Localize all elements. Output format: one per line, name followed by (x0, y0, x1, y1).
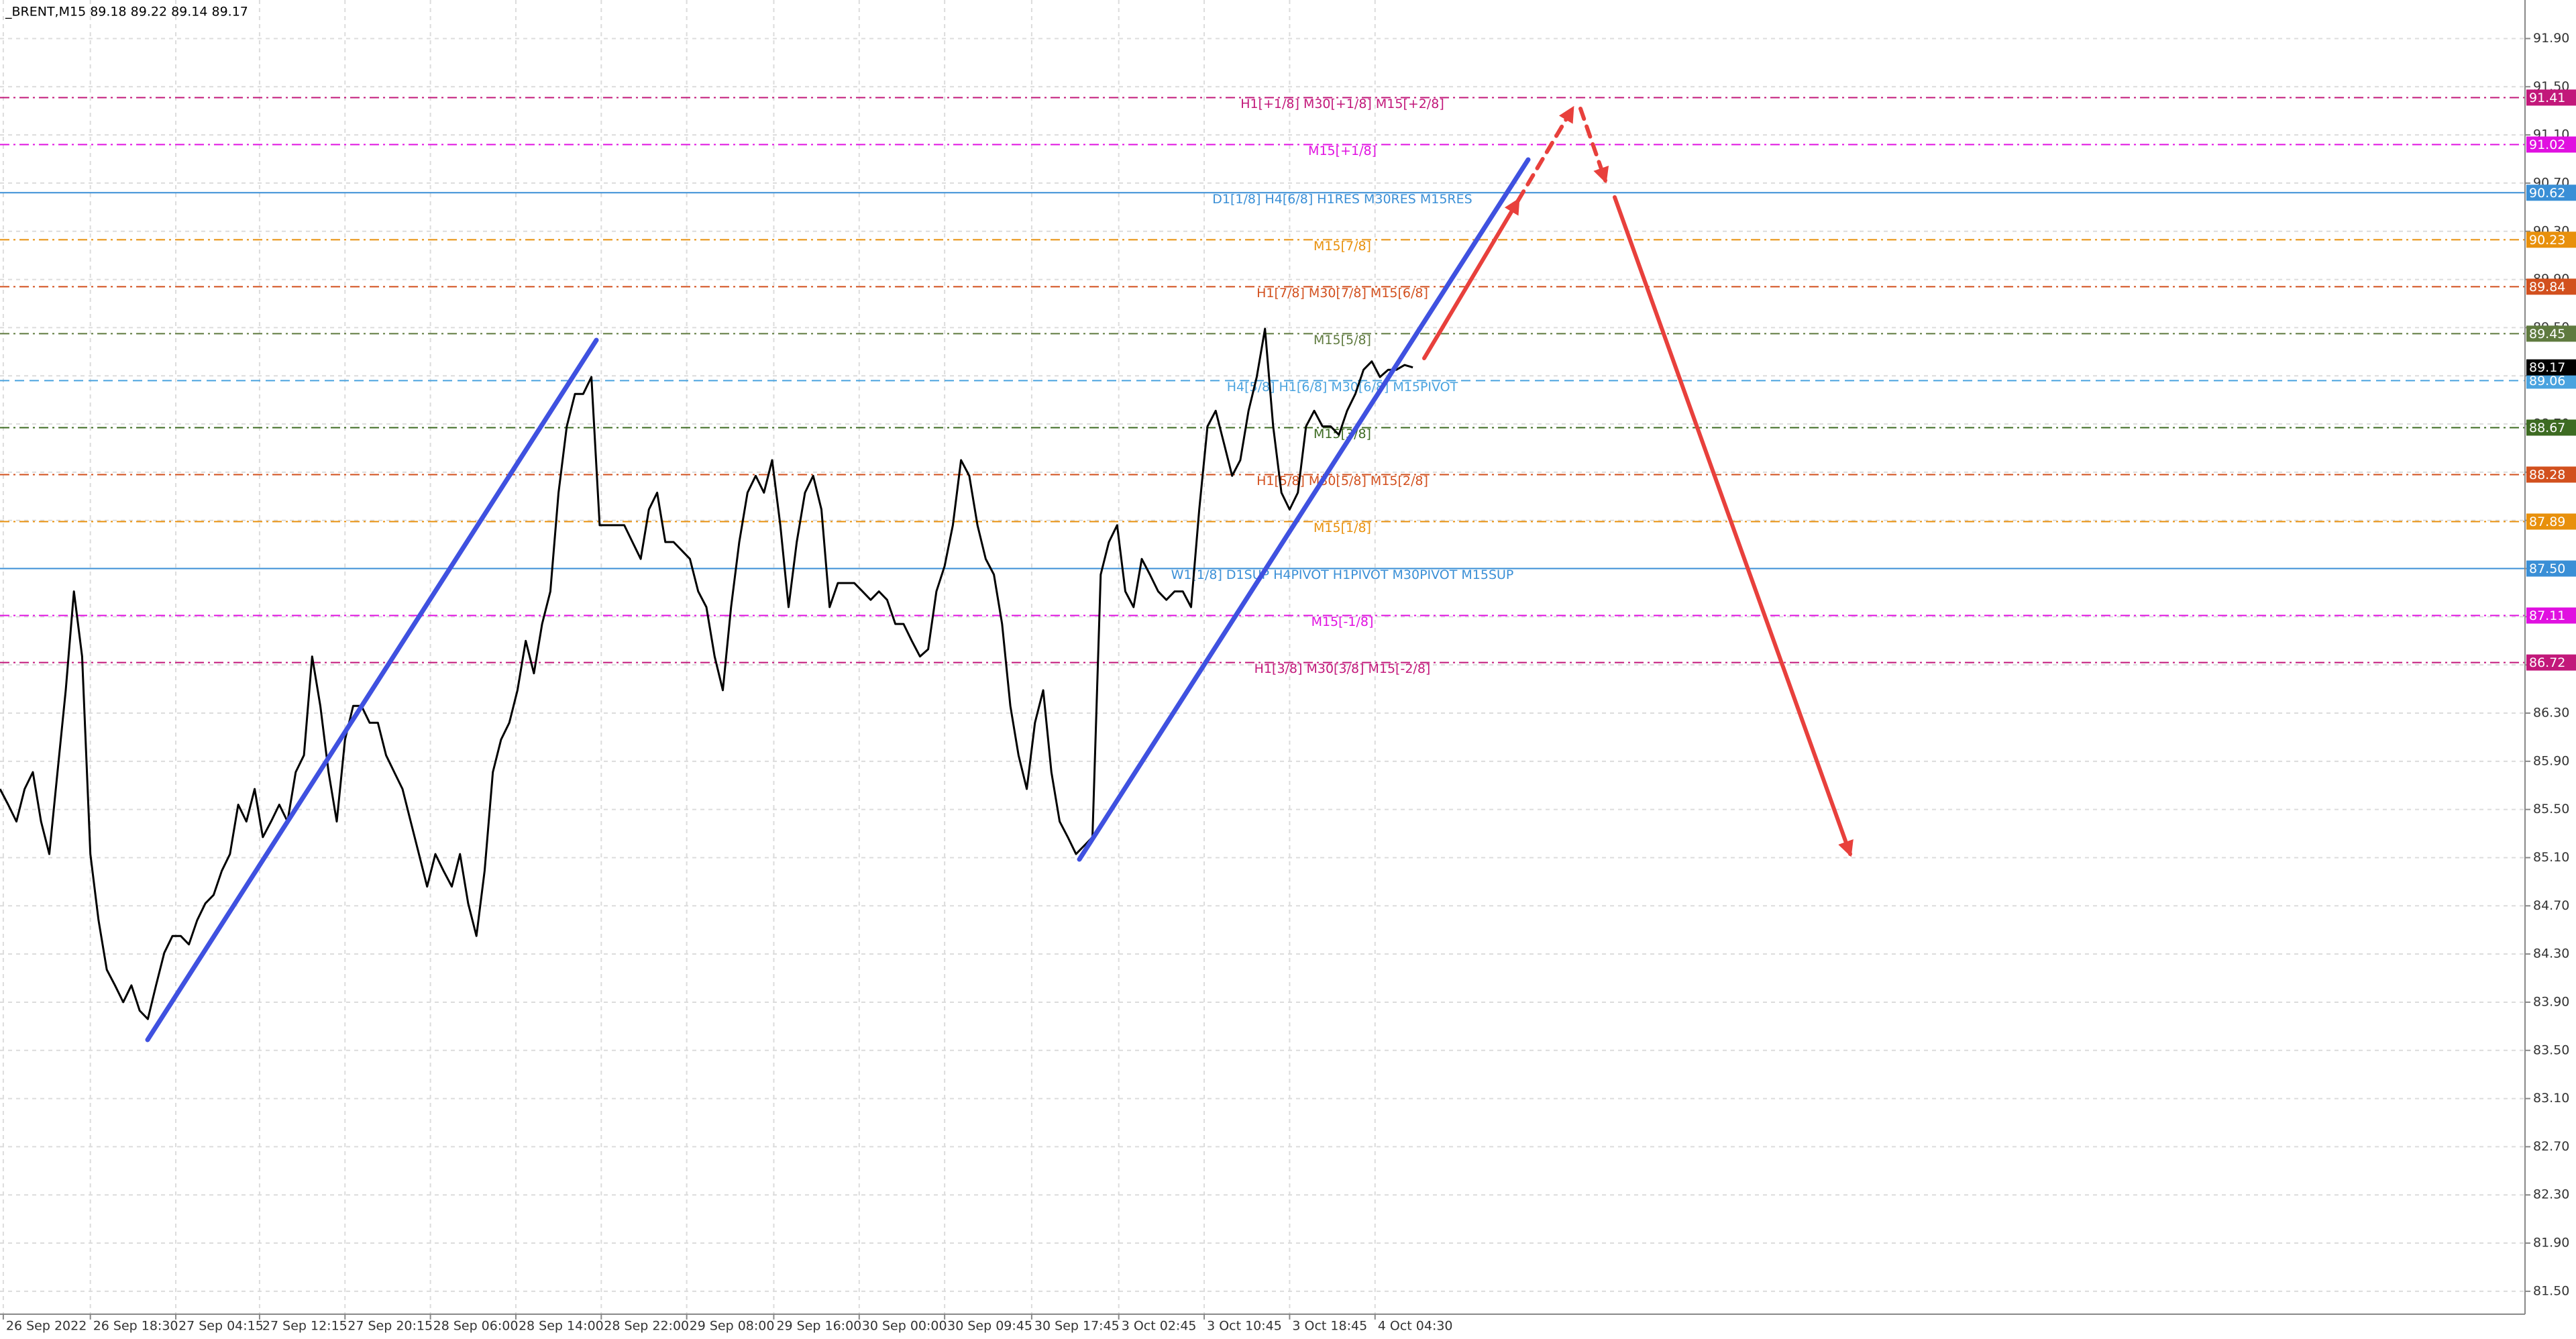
x-tick-label: 30 Sep 09:45 (947, 1319, 1032, 1334)
x-tick-label: 27 Sep 12:15 (262, 1319, 347, 1334)
price-box-label: 89.84 (2529, 280, 2565, 294)
annotations (145, 105, 1854, 1042)
y-tick-label: 85.10 (2533, 850, 2569, 865)
x-tick-label: 4 Oct 04:30 (1378, 1319, 1453, 1334)
price-box-label: 88.28 (2529, 468, 2565, 482)
level-label: H1[+1/8] M30[+1/8] M15[+2/8] (1240, 97, 1444, 111)
trend-line (1077, 157, 1531, 862)
price-box-label: 91.02 (2529, 138, 2565, 152)
price-box-label: 86.72 (2529, 655, 2565, 670)
x-tick-label: 28 Sep 14:00 (519, 1319, 604, 1334)
price-box (2526, 513, 2576, 530)
y-tick-label: 85.90 (2533, 753, 2569, 768)
level-label: M15[7/8] (1313, 239, 1371, 254)
y-tick-label: 84.30 (2533, 947, 2569, 961)
level-label: H1[3/8] M30[3/8] M15[-2/8] (1254, 661, 1431, 676)
price-box (2526, 278, 2576, 295)
price-box (2526, 136, 2576, 153)
y-tick-label: 82.30 (2533, 1187, 2569, 1202)
x-tick-label: 28 Sep 22:00 (604, 1319, 689, 1334)
y-tick-label: 84.70 (2533, 898, 2569, 913)
y-tick-label: 83.10 (2533, 1091, 2569, 1106)
forecast-arrow (1516, 105, 1574, 203)
price-box-label: 90.62 (2529, 186, 2565, 201)
price-box-label: 87.89 (2529, 515, 2565, 529)
price-box-label: 88.67 (2529, 421, 2565, 435)
level-label: M15[+1/8] (1308, 144, 1377, 158)
x-tick-label: 26 Sep 18:30 (93, 1319, 178, 1334)
forecast-arrow (1422, 197, 1520, 360)
level-label: H4[5/8] H1[6/8] M30[6/8] M15PIVOT (1227, 380, 1458, 394)
level-label: W1[1/8] D1SUP H4PIVOT H1PIVOT M30PIVOT M… (1171, 568, 1514, 582)
forecast-arrow (1613, 195, 1854, 857)
x-tick-label: 28 Sep 06:00 (433, 1319, 519, 1334)
level-label: H1[7/8] M30[7/8] M15[6/8] (1256, 286, 1428, 301)
level-label: M15[-1/8] (1311, 614, 1374, 629)
forecast-arrow (1578, 107, 1609, 184)
price-box-label: 87.50 (2529, 561, 2565, 576)
price-box-label: 89.06 (2529, 374, 2565, 388)
last-price-label: 89.17 (2529, 360, 2565, 375)
level-label: D1[1/8] H4[6/8] H1RES M30RES M15RES (1212, 192, 1472, 207)
y-tick-label: 83.90 (2533, 994, 2569, 1009)
x-tick-label: 3 Oct 10:45 (1207, 1319, 1282, 1334)
x-tick-label: 30 Sep 00:00 (862, 1319, 947, 1334)
y-tick-label: 81.90 (2533, 1236, 2569, 1250)
price-box-label: 89.45 (2529, 327, 2565, 341)
x-tick-label: 30 Sep 17:45 (1034, 1319, 1120, 1334)
y-tick-label: 83.50 (2533, 1042, 2569, 1057)
price-box-label: 91.41 (2529, 91, 2565, 105)
price-box (2526, 654, 2576, 671)
x-tick-label: 29 Sep 16:00 (776, 1319, 861, 1334)
x-tick-label: 3 Oct 02:45 (1122, 1319, 1197, 1334)
price-box (2526, 466, 2576, 483)
level-label: M15[3/8] (1313, 427, 1371, 441)
level-label: M15[1/8] (1313, 521, 1371, 535)
x-tick-label: 3 Oct 18:45 (1292, 1319, 1367, 1334)
y-tick-label: 91.90 (2533, 31, 2569, 46)
y-tick-label: 85.50 (2533, 802, 2569, 816)
price-box (2526, 607, 2576, 624)
price-box (2526, 419, 2576, 436)
level-label: M15[5/8] (1313, 333, 1371, 347)
y-tick-label: 86.30 (2533, 705, 2569, 720)
x-tick-label: 26 Sep 2022 (6, 1319, 87, 1334)
price-line (0, 327, 1413, 1020)
x-tick-label: 29 Sep 08:00 (690, 1319, 775, 1334)
chart-title: _BRENT,M15 89.18 89.22 89.14 89.17 (5, 5, 248, 19)
price-box (2526, 560, 2576, 577)
x-tick-label: 27 Sep 04:15 (178, 1319, 264, 1334)
price-box (2526, 89, 2576, 106)
price-box-label: 87.11 (2529, 608, 2565, 623)
price-box (2526, 184, 2576, 201)
y-tick-label: 81.50 (2533, 1283, 2569, 1298)
last-price-box (2526, 359, 2576, 376)
level-label: H1[5/8] M30[5/8] M15[2/8] (1256, 474, 1428, 488)
trend-line (145, 337, 599, 1042)
x-tick-label: 27 Sep 20:15 (347, 1319, 433, 1334)
price-box (2526, 231, 2576, 248)
price-box-label: 90.23 (2529, 233, 2565, 248)
price-box (2526, 325, 2576, 342)
y-tick-label: 82.70 (2533, 1139, 2569, 1154)
